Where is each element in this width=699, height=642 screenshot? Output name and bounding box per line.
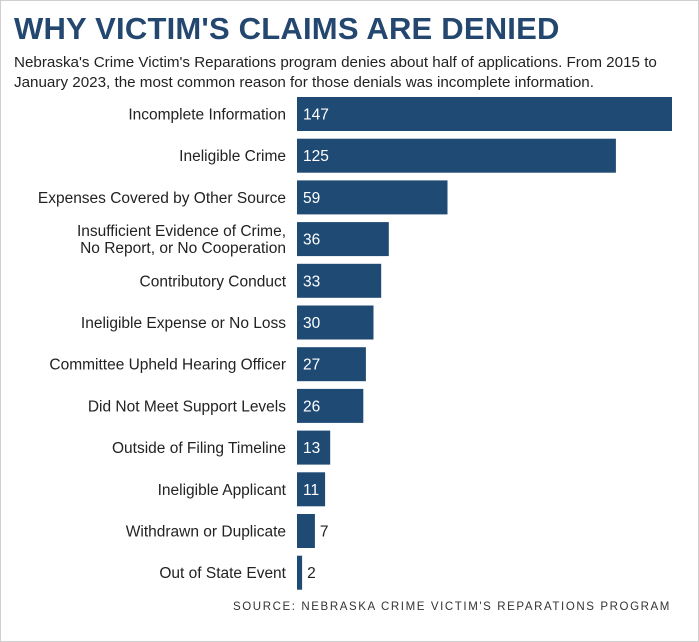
bar [297, 347, 366, 382]
bar-row: 33 Contributory Conduct [140, 263, 382, 298]
bar-value-label: 27 [303, 357, 320, 374]
category-label-line: Contributory Conduct [140, 273, 287, 290]
bar-row: 59 Expenses Covered by Other Source [38, 180, 448, 215]
bar-row: 147 Incomplete Information [128, 97, 672, 131]
bar-row: 125 Ineligible Crime [179, 138, 616, 173]
bar-value-label: 30 [303, 315, 321, 332]
bar [297, 555, 303, 590]
category-label-line: Outside of Filing Timeline [112, 440, 286, 457]
bar-row: 2 Out of State Event [159, 555, 316, 590]
bar [297, 222, 389, 257]
category-label: Outside of Filing Timeline [112, 440, 286, 457]
bar-row: 36 Insufficient Evidence of Crime, No Repo… [77, 222, 389, 257]
bar-value-label: 125 [303, 148, 329, 165]
bar-row: 30 Ineligible Expense or No Loss [81, 305, 374, 340]
category-label: Incomplete Information [128, 107, 286, 124]
bar-value-label: 36 [303, 232, 320, 249]
bar-row: 13 Outside of Filing Timeline [112, 430, 331, 465]
category-label-line: Out of State Event [159, 565, 286, 582]
category-label-line: No Report, or No Cooperation [80, 240, 286, 257]
bar-value-label: 26 [303, 398, 320, 415]
bar-row: 7 Withdrawn or Duplicate [126, 514, 329, 548]
category-label-line: Committee Upheld Hearing Officer [49, 357, 286, 374]
bar [297, 388, 364, 423]
bar [297, 97, 672, 131]
bar-value-label: 7 [320, 524, 329, 541]
category-label-line: Ineligible Applicant [158, 482, 287, 499]
category-label: Ineligible Applicant [158, 482, 287, 499]
category-label: Committee Upheld Hearing Officer [49, 357, 286, 374]
bar-value-label: 147 [303, 107, 329, 124]
category-label-line: Ineligible Crime [179, 148, 286, 165]
source-note: SOURCE: NEBRASKA CRIME VICTIM'S REPARATI… [232, 601, 671, 613]
bar [297, 263, 382, 298]
bar-value-label: 33 [303, 273, 320, 290]
category-label: Expenses Covered by Other Source [38, 190, 286, 207]
category-label: Insufficient Evidence of Crime, No Report… [77, 223, 286, 257]
category-label-line: Insufficient Evidence of Crime, [77, 223, 286, 240]
category-label: Ineligible Crime [179, 148, 286, 165]
category-label: Ineligible Expense or No Loss [81, 315, 286, 332]
category-label: Did Not Meet Support Levels [88, 398, 286, 415]
category-label-line: Expenses Covered by Other Source [38, 190, 286, 207]
bar [297, 514, 315, 548]
bar [297, 305, 374, 340]
category-label-line: Did Not Meet Support Levels [88, 398, 286, 415]
bar-value-label: 13 [303, 440, 320, 457]
bar [297, 180, 448, 215]
bar-row: 26 Did Not Meet Support Levels [88, 388, 364, 423]
bar [297, 430, 331, 465]
bar-value-label: 11 [303, 482, 319, 499]
bar-value-label: 59 [303, 190, 320, 207]
chart-subtitle: Nebraska's Crime Victim's Reparations pr… [14, 54, 657, 91]
bar-row: 27 Committee Upheld Hearing Officer [49, 347, 366, 382]
bar-value-label: 2 [307, 565, 316, 582]
category-label-line: Withdrawn or Duplicate [126, 524, 286, 541]
category-label-line: Incomplete Information [128, 107, 286, 124]
bar-row: 11 Ineligible Applicant [158, 472, 326, 507]
category-label: Withdrawn or Duplicate [126, 524, 286, 541]
chart-title: WHY VICTIM'S CLAIMS ARE DENIED [14, 11, 560, 46]
bar [297, 138, 616, 173]
category-label: Contributory Conduct [140, 273, 287, 290]
category-label: Out of State Event [159, 565, 286, 582]
bar [297, 472, 326, 507]
category-label-line: Ineligible Expense or No Loss [81, 315, 286, 332]
